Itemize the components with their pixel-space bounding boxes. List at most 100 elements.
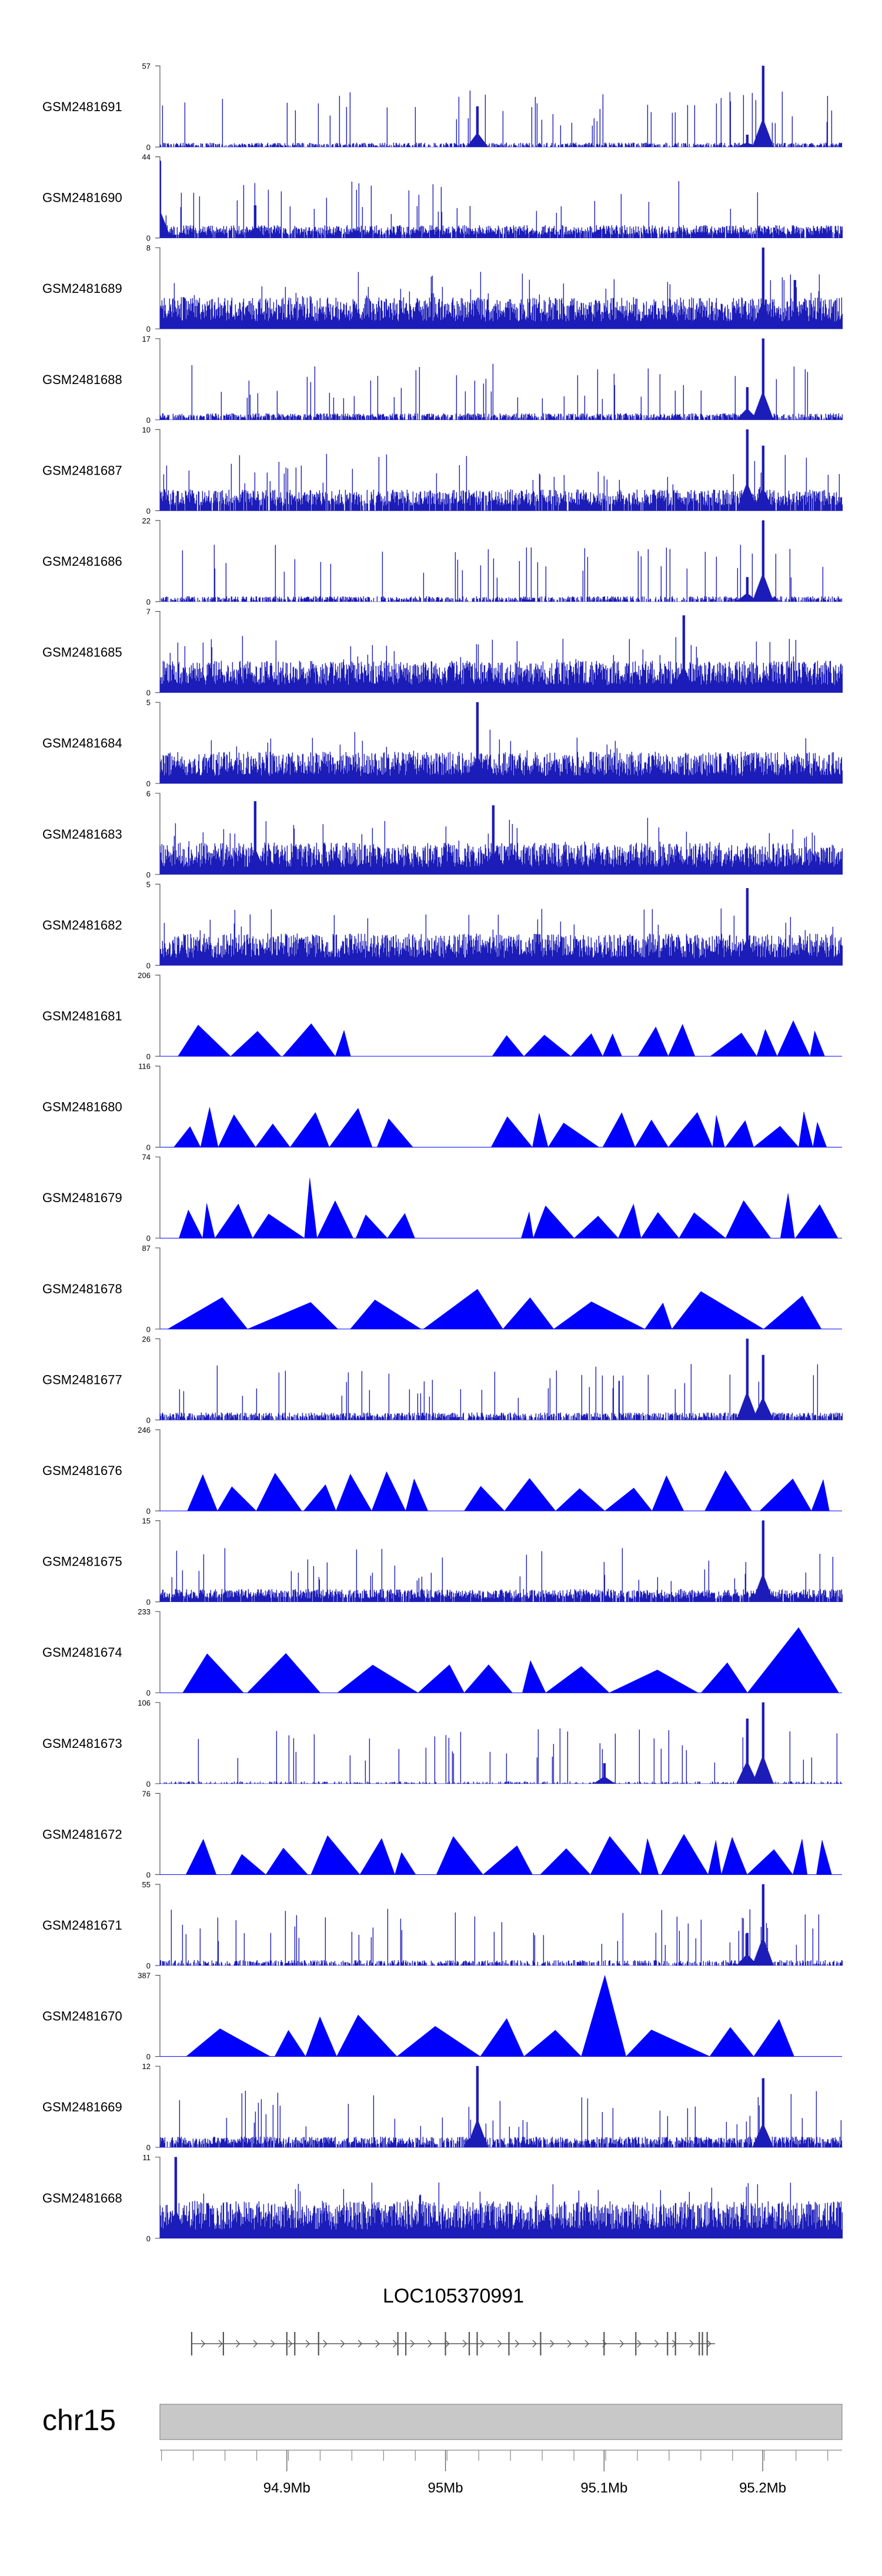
strand-arrow (707, 2340, 711, 2348)
y-axis-line (155, 2066, 161, 2148)
track-label: GSM2481670 (42, 2009, 122, 2024)
strand-arrow (497, 2340, 502, 2348)
track-GSM2481671: GSM2481671 55 0 (42, 1880, 843, 1970)
y-max-label: 76 (142, 1789, 151, 1798)
track-label: GSM2481678 (42, 1282, 122, 1296)
y-max-label: 206 (138, 971, 151, 980)
signal-area (159, 1702, 843, 1784)
track-GSM2481690: GSM2481690 44 0 (42, 153, 843, 243)
track-label: GSM2481690 (42, 191, 122, 205)
y-max-label: 74 (142, 1153, 151, 1162)
strand-arrow (462, 2340, 467, 2348)
track-label: GSM2481676 (42, 1463, 122, 1478)
track-label: GSM2481680 (42, 1100, 122, 1115)
signal-area (159, 801, 843, 875)
y-max-label: 10 (142, 425, 151, 434)
y-min-label: 0 (146, 1234, 151, 1243)
y-min-label: 0 (146, 2053, 151, 2061)
track-GSM2481685: GSM2481685 7 0 (42, 608, 843, 698)
y-min-label: 0 (146, 1598, 151, 1607)
y-min-label: 0 (146, 1870, 151, 1879)
y-min-label: 0 (146, 2234, 151, 2243)
signal-area (159, 2066, 843, 2148)
position-label: 94.9Mb (263, 2480, 310, 2496)
strand-arrow (480, 2340, 485, 2348)
peak-area (186, 1974, 794, 2057)
signal-area (159, 65, 843, 148)
strand-arrow (358, 2340, 363, 2348)
strand-arrow (270, 2340, 275, 2348)
y-min-label: 0 (146, 1416, 151, 1424)
strand-arrow (305, 2340, 310, 2348)
y-max-label: 44 (142, 153, 151, 162)
strand-arrow (445, 2340, 450, 2348)
y-max-label: 26 (142, 1334, 151, 1343)
y-max-label: 87 (142, 1244, 151, 1253)
position-label: 95.2Mb (739, 2480, 786, 2496)
y-max-label: 22 (142, 516, 151, 525)
y-axis-line (155, 65, 161, 148)
strand-arrow (340, 2340, 345, 2348)
y-max-label: 246 (138, 1426, 151, 1434)
signal-area (160, 520, 843, 602)
track-label: GSM2481687 (42, 463, 122, 478)
strand-arrow (323, 2340, 328, 2348)
strand-arrow (654, 2340, 659, 2348)
track-GSM2481675: GSM2481675 15 0 (42, 1517, 843, 1607)
y-min-label: 0 (146, 506, 151, 515)
y-max-label: 17 (142, 335, 151, 343)
gene-track: LOC105370991 (191, 2285, 716, 2355)
strand-arrow (550, 2340, 554, 2348)
y-max-label: 116 (138, 1062, 151, 1071)
signal-area (159, 1339, 843, 1420)
y-max-label: 233 (138, 1607, 151, 1616)
track-GSM2481686: GSM2481686 22 0 (42, 516, 843, 606)
chromosome-band (159, 2404, 843, 2440)
y-max-label: 55 (142, 1880, 151, 1889)
y-min-label: 0 (146, 1052, 151, 1061)
y-max-label: 7 (146, 608, 151, 616)
y-max-label: 11 (143, 2153, 151, 2162)
track-label: GSM2481674 (42, 1645, 122, 1660)
y-axis-line (155, 1793, 161, 1875)
y-max-label: 57 (142, 62, 151, 71)
y-min-label: 0 (146, 1780, 151, 1788)
strand-arrow (201, 2340, 206, 2348)
y-min-label: 0 (146, 325, 151, 333)
track-label: GSM2481688 (42, 372, 122, 387)
track-GSM2481687: GSM2481687 10 0 (42, 425, 843, 515)
y-axis-line (155, 1975, 161, 2057)
track-GSM2481672: GSM2481672 76 0 (42, 1789, 842, 1879)
peak-area (182, 1627, 839, 1693)
y-axis-line (155, 1884, 161, 1966)
peak-area (185, 1834, 832, 1875)
y-max-label: 5 (146, 880, 151, 889)
peak-area (178, 1020, 825, 1057)
signal-area (159, 161, 843, 238)
data-tracks: GSM2481691570GSM2481690440GSM248168980GS… (42, 62, 843, 2243)
strand-arrow (393, 2340, 397, 2348)
y-axis-line (155, 1520, 161, 1603)
track-GSM2481670: GSM2481670 387 0 (42, 1971, 842, 2061)
y-axis-line (155, 156, 161, 239)
peak-area (187, 1470, 830, 1511)
y-axis-line (155, 1156, 161, 1239)
track-GSM2481674: GSM2481674 233 0 (42, 1607, 842, 1697)
strand-arrow (532, 2340, 537, 2348)
track-label: GSM2481691 (42, 99, 122, 114)
signal-area (159, 888, 843, 966)
track-label: GSM2481682 (42, 917, 122, 932)
y-min-label: 0 (146, 234, 151, 243)
y-axis-line (155, 1338, 161, 1420)
strand-arrow (689, 2340, 694, 2348)
y-min-label: 0 (146, 1507, 151, 1516)
strand-arrow (410, 2340, 415, 2348)
y-min-label: 0 (146, 779, 151, 788)
y-min-label: 0 (146, 416, 151, 425)
track-label: GSM2481684 (42, 736, 122, 750)
peak-area (167, 1289, 822, 1330)
y-axis-line (155, 1066, 161, 1148)
track-GSM2481680: GSM2481680 116 0 (42, 1062, 842, 1152)
track-label: GSM2481673 (42, 1736, 122, 1751)
